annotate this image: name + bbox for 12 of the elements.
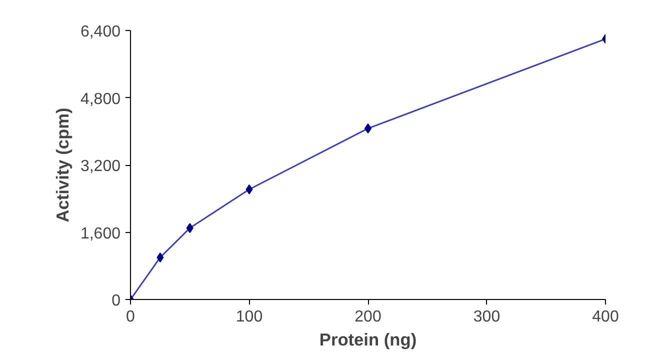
y-tick-label: 1,600 xyxy=(80,225,121,242)
y-tick-label: 6,400 xyxy=(80,24,121,40)
y-tick-label: 3,200 xyxy=(80,158,121,175)
x-tick-label: 200 xyxy=(354,308,382,326)
x-tick-label: 300 xyxy=(473,308,500,326)
x-axis-title: Protein (ng) xyxy=(319,330,417,350)
y-tick-label: 4,800 xyxy=(80,90,121,108)
y-axis-title: Activity (cpm) xyxy=(52,108,72,222)
y-tick-label: 0 xyxy=(112,292,121,310)
x-tick-label: 100 xyxy=(236,308,263,326)
x-tick-label: 400 xyxy=(592,308,619,326)
x-tick-label: 0 xyxy=(126,308,136,326)
